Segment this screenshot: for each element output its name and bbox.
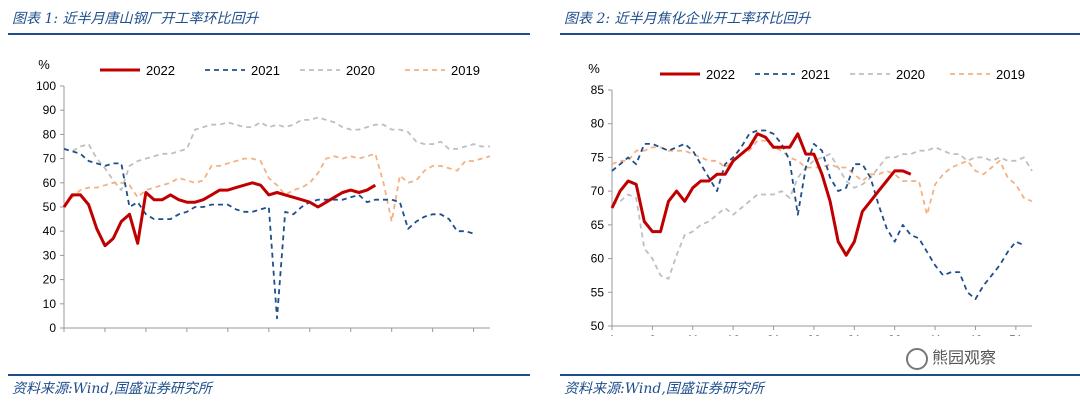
x-tick-label: 11 <box>140 335 153 336</box>
y-unit-label: % <box>38 57 50 72</box>
chart-2-title: 图表 2: 近半月焦化企业开工率环比回升 <box>564 11 811 27</box>
legend-label-2021: 2021 <box>801 67 830 82</box>
x-tick-label: 46 <box>426 335 440 336</box>
y-tick-label: 80 <box>591 117 605 131</box>
y-tick-label: 50 <box>591 319 605 333</box>
chart-2-plot: 505560657075808516111621263136414651%202… <box>588 61 1033 336</box>
y-tick-label: 50 <box>43 200 57 214</box>
chart-1-bottom-rule <box>8 374 530 376</box>
y-tick-label: 40 <box>43 224 57 238</box>
chart-1-source: 资料来源:Wind,国盛证券研究所 <box>12 381 212 397</box>
x-tick-label: 41 <box>928 333 942 336</box>
series-line-2021 <box>611 129 1025 300</box>
chart-1-top-rule <box>8 33 530 35</box>
y-tick-label: 70 <box>591 184 605 198</box>
chart-1-plot: 0102030405060708090100161116212631364146… <box>36 57 491 336</box>
chart-1-title: 图表 1: 近半月唐山钢厂开工率环比回升 <box>12 11 259 27</box>
legend-label-2019: 2019 <box>451 63 480 78</box>
series-line-2022 <box>610 132 912 257</box>
x-tick-label: 6 <box>102 335 109 336</box>
y-tick-label: 70 <box>43 152 57 166</box>
x-tick-label: 31 <box>848 333 862 336</box>
legend-label-2019: 2019 <box>996 67 1025 82</box>
series-line-2021 <box>63 148 474 320</box>
x-tick-label: 6 <box>649 333 656 336</box>
legend-label-2022: 2022 <box>146 63 175 78</box>
x-tick-label: 26 <box>807 333 821 336</box>
wechat-icon <box>906 347 928 370</box>
x-tick-label: 16 <box>180 335 194 336</box>
watermark: 熊园观察 <box>906 344 996 370</box>
x-tick-label: 51 <box>467 335 481 336</box>
legend-label-2020: 2020 <box>896 67 925 82</box>
y-unit-label: % <box>588 61 600 76</box>
y-tick-label: 30 <box>43 248 57 262</box>
chart-2-source: 资料来源:Wind,国盛证券研究所 <box>564 381 764 397</box>
x-tick-label: 36 <box>888 333 902 336</box>
legend-label-2020: 2020 <box>346 63 375 78</box>
series-line-2019 <box>63 152 491 223</box>
y-tick-label: 55 <box>591 285 605 299</box>
series-line-2019 <box>611 139 1033 216</box>
chart-panel-1: 图表 1: 近半月唐山钢厂开工率环比回升 0 10 20 30 40 50 60 70 80 90… <box>0 0 530 405</box>
legend-label-2021: 2021 <box>251 63 280 78</box>
y-tick-label: 90 <box>43 103 57 117</box>
chart-panel-2: 图表 2: 近半月焦化企业开工率环比回升 5055606570758085161… <box>552 0 1080 405</box>
series-line-2020 <box>611 146 1033 280</box>
y-tick-label: 65 <box>591 218 605 232</box>
y-tick-label: 10 <box>43 297 57 311</box>
x-tick-label: 1 <box>61 335 68 336</box>
y-tick-label: 0 <box>49 321 56 335</box>
chart-2-bottom-rule <box>560 374 1080 376</box>
x-tick-label: 41 <box>385 335 399 336</box>
y-tick-label: 75 <box>591 150 605 164</box>
watermark-text: 熊园观察 <box>932 348 997 367</box>
x-tick-label: 16 <box>726 333 740 336</box>
x-tick-label: 11 <box>687 333 700 336</box>
x-tick-label: 26 <box>262 335 276 336</box>
y-tick-label: 85 <box>591 83 605 97</box>
x-tick-label: 46 <box>969 333 983 336</box>
x-tick-label: 21 <box>221 335 235 336</box>
x-tick-label: 51 <box>1009 333 1023 336</box>
y-tick-label: 100 <box>36 79 56 93</box>
legend-label-2022: 2022 <box>706 67 735 82</box>
y-tick-label: 80 <box>43 127 57 141</box>
chart-2-top-rule <box>560 33 1080 35</box>
x-tick-label: 1 <box>609 333 616 336</box>
y-tick-label: 60 <box>591 252 605 266</box>
x-tick-label: 31 <box>303 335 317 336</box>
series-line-2022 <box>62 181 377 248</box>
x-tick-label: 36 <box>344 335 358 336</box>
x-tick-label: 21 <box>767 333 781 336</box>
y-tick-label: 20 <box>43 273 57 287</box>
y-tick-label: 60 <box>43 176 57 190</box>
series-line-2020 <box>63 116 490 192</box>
